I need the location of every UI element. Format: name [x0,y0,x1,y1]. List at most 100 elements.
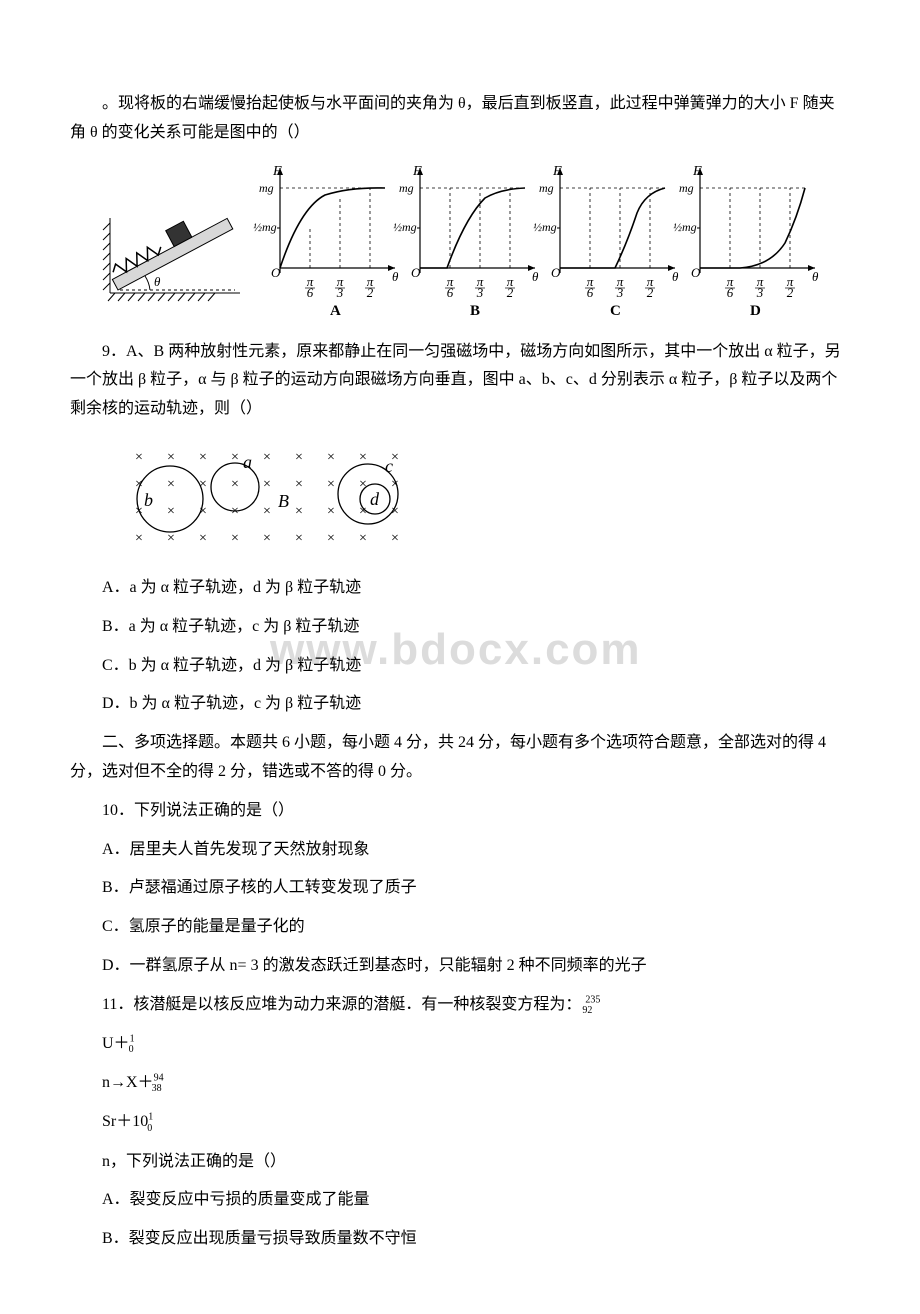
svg-text:6: 6 [587,285,594,300]
q11-tail: n，下列说法正确的是（） [70,1148,850,1177]
svg-text:×: × [295,477,303,492]
label-b: b [144,490,153,510]
svg-text:×: × [327,450,335,465]
svg-text:×: × [263,450,271,465]
q9-optB: B．a 为 α 粒子轨迹，c 为 β 粒子轨迹 [70,613,850,642]
svg-text:×: × [263,504,271,519]
q11-line3: n→X＋9438 [70,1069,850,1098]
q9-optC: C．b 为 α 粒子轨迹，d 为 β 粒子轨迹 [70,652,850,681]
svg-text:3: 3 [616,285,624,300]
svg-text:F: F [692,164,702,179]
svg-text:mg: mg [399,181,414,195]
svg-text:F: F [412,164,422,179]
svg-text:×: × [327,531,335,546]
svg-text:3: 3 [756,285,764,300]
eq-u: U＋ [102,1035,130,1052]
svg-text:2: 2 [647,285,654,300]
q11-optA: A．裂变反应中亏损的质量变成了能量 [70,1186,850,1215]
svg-text:×: × [295,450,303,465]
label-B: B [278,491,289,511]
q9-optD: D．b 为 α 粒子轨迹，c 为 β 粒子轨迹 [70,690,850,719]
q8-intro: 。现将板的右端缓慢抬起使板与水平面间的夹角为 θ，最后直到板竖直，此过程中弹簧弹… [70,90,850,148]
svg-text:F: F [552,164,562,179]
svg-text:O: O [411,265,421,280]
svg-text:θ: θ [812,269,819,284]
q10-optC: C．氢原子的能量是量子化的 [70,913,850,942]
svg-text:θ: θ [154,274,161,289]
q9-stem: 9．A、B 两种放射性元素，原来都静止在同一匀强磁场中，磁场方向如图所示，其中一… [70,338,850,424]
sub-0b: 0 [147,1123,152,1134]
q8-figure-row: θ F θ O mg ½mg π6 π3 [70,163,850,323]
svg-text:6: 6 [727,285,734,300]
svg-text:×: × [263,531,271,546]
q11-prefix: 11．核潜艇是以核反应堆为动力来源的潜艇．有一种核裂变方程为： [102,996,581,1013]
svg-text:×: × [295,504,303,519]
svg-text:×: × [263,477,271,492]
svg-text:6: 6 [307,285,314,300]
section2-heading: 二、多项选择题。本题共 6 小题，每小题 4 分，共 24 分，每小题有多个选项… [70,729,850,787]
svg-text:×: × [167,450,175,465]
sup-1a: 1 [130,1034,135,1045]
svg-text:×: × [391,531,399,546]
svg-text:mg: mg [259,181,274,195]
sub-38: 38 [152,1083,162,1094]
svg-text:×: × [231,531,239,546]
svg-text:θ: θ [672,269,679,284]
label-d: d [370,489,380,509]
svg-text:×: × [135,450,143,465]
graph-label-B: B [470,303,480,319]
svg-text:½mg: ½mg [673,220,697,234]
svg-text:mg: mg [539,181,554,195]
svg-text:O: O [551,265,561,280]
svg-text:×: × [199,450,207,465]
svg-text:θ: θ [532,269,539,284]
page-content: 。现将板的右端缓慢抬起使板与水平面间的夹角为 θ，最后直到板竖直，此过程中弹簧弹… [70,90,850,1254]
svg-text:×: × [167,504,175,519]
svg-text:mg: mg [679,181,694,195]
svg-text:O: O [691,265,701,280]
graph-label-C: C [610,303,621,319]
svg-text:×: × [359,450,367,465]
q10-optA: A．居里夫人首先发现了天然放射现象 [70,836,850,865]
q10-optD: D．一群氢原子从 n= 3 的激发态跃迁到基态时，只能辐射 2 种不同频率的光子 [70,952,850,981]
svg-text:6: 6 [447,285,454,300]
svg-text:×: × [231,477,239,492]
svg-text:2: 2 [367,285,374,300]
sub-92: 92 [582,1005,592,1016]
svg-text:3: 3 [336,285,344,300]
sup-235: 235 [585,994,600,1005]
q9-figure: ×××××××××××××××××××××××××××××××××××× a b… [120,439,430,559]
axis-F: F [272,164,282,179]
label-c: c [385,456,393,476]
q8-figure: θ F θ O mg ½mg π6 π3 [100,163,820,323]
svg-text:3: 3 [476,285,484,300]
q11-stem: 11．核潜艇是以核反应堆为动力来源的潜艇．有一种核裂变方程为： 23592 [70,991,850,1020]
svg-text:½mg: ½mg [253,220,277,234]
q11-optB: B．裂变反应出现质量亏损导致质量数不守恒 [70,1225,850,1254]
q10-stem: 10．下列说法正确的是（） [70,797,850,826]
eq-n1: n→X＋ [102,1074,154,1091]
axis-theta: θ [392,269,399,284]
q9-figure-wrap: ×××××××××××××××××××××××××××××××××××× a b… [70,439,850,559]
q10-optB: B．卢瑟福通过原子核的人工转变发现了质子 [70,874,850,903]
svg-text:2: 2 [787,285,794,300]
svg-text:×: × [327,504,335,519]
svg-text:½mg: ½mg [393,220,417,234]
svg-text:×: × [199,531,207,546]
svg-text:×: × [167,531,175,546]
svg-text:×: × [167,477,175,492]
eq-sr: Sr＋10 [102,1113,148,1130]
svg-text:×: × [359,531,367,546]
q11-line4: Sr＋1010 [70,1108,850,1137]
svg-text:×: × [327,477,335,492]
graph-label-D: D [750,303,761,319]
svg-text:×: × [295,531,303,546]
svg-text:×: × [135,531,143,546]
sup-1b: 1 [148,1112,153,1123]
svg-text:2: 2 [507,285,514,300]
sub-0a: 0 [129,1044,134,1055]
q11-line2: U＋10 [70,1030,850,1059]
label-a: a [243,452,252,472]
svg-text:½mg: ½mg [533,220,557,234]
q9-optA: A．a 为 α 粒子轨迹，d 为 β 粒子轨迹 [70,574,850,603]
